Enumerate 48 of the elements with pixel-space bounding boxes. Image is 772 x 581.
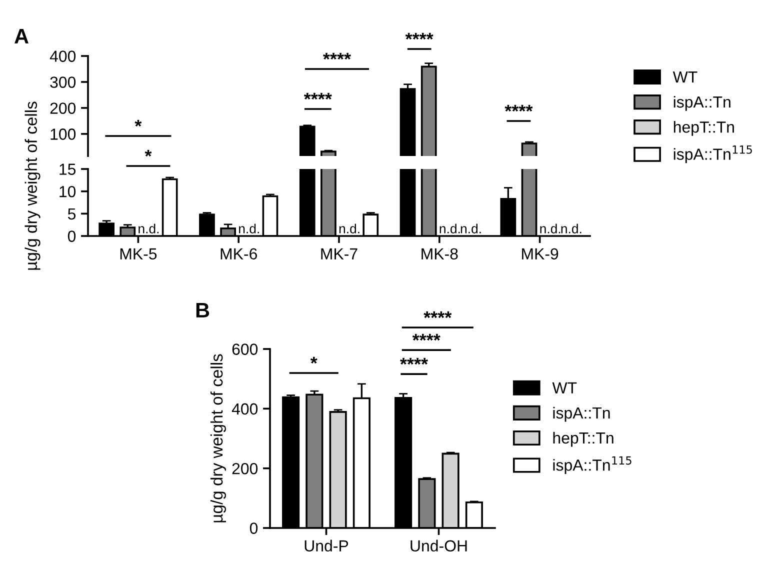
text: n.d. — [460, 224, 481, 234]
x-tick-label: Und-P — [304, 540, 348, 552]
y-tick-label: 0 — [68, 230, 76, 242]
y-tick-label: 15 — [60, 164, 76, 175]
text: **** — [424, 311, 452, 318]
annotation: **** — [322, 52, 352, 60]
legend-label: hepT::Tn — [553, 432, 614, 447]
text: n.d. — [561, 224, 582, 234]
annotation: **** — [400, 358, 428, 365]
y-tick-label: 300 — [50, 76, 76, 88]
x-tick-label: MK-7 — [321, 248, 358, 260]
y-tick-label: 600 — [232, 344, 258, 355]
annotation: * — [144, 150, 152, 157]
annotation: **** — [504, 104, 533, 112]
legend-label: WT — [552, 382, 577, 394]
chart-title: A — [14, 29, 28, 44]
x-tick-label: MK-8 — [422, 248, 458, 260]
text: n.d. — [440, 224, 460, 234]
y-tick-label: 200 — [232, 462, 258, 474]
annotation: **** — [304, 92, 332, 100]
y-tick-label: 0 — [250, 522, 258, 534]
annotation: * — [310, 356, 318, 364]
x-tick-label: MK-9 — [522, 248, 558, 260]
y-tick-label: 200 — [50, 102, 76, 114]
y-tick-label: 100 — [50, 128, 76, 140]
y-axis-title: µg/g dry weight of cells — [210, 354, 226, 522]
annotation: * — [134, 120, 142, 127]
text: n.d. — [339, 224, 360, 234]
y-axis-title: µg/g dry weight of cells — [24, 102, 40, 270]
legend-label: ispA::Tn — [553, 406, 610, 422]
x-tick-label: MK-5 — [120, 248, 157, 260]
x-tick-label: MK-6 — [220, 248, 257, 260]
chart-title: B — [196, 303, 210, 318]
y-tick-label: 400 — [232, 403, 258, 415]
text: **** — [405, 32, 434, 40]
legend-label: hepT::Tn — [674, 121, 734, 136]
text: n.d. — [239, 224, 259, 234]
y-tick-label: 400 — [50, 50, 76, 62]
text: n.d. — [540, 224, 560, 234]
text: **** — [412, 334, 440, 341]
y-tick-label: 5 — [68, 208, 76, 220]
legend-label: ispA::Tn$^{115}$ — [553, 456, 632, 474]
legend-label: ispA::Tn — [674, 96, 730, 111]
legend-label: ispA::Tn$^{115}$ — [674, 145, 752, 164]
text: n.d. — [138, 224, 159, 234]
y-tick-label: 10 — [60, 186, 76, 198]
x-tick-label: Und-OH — [410, 540, 467, 552]
legend-label: WT — [672, 72, 698, 83]
